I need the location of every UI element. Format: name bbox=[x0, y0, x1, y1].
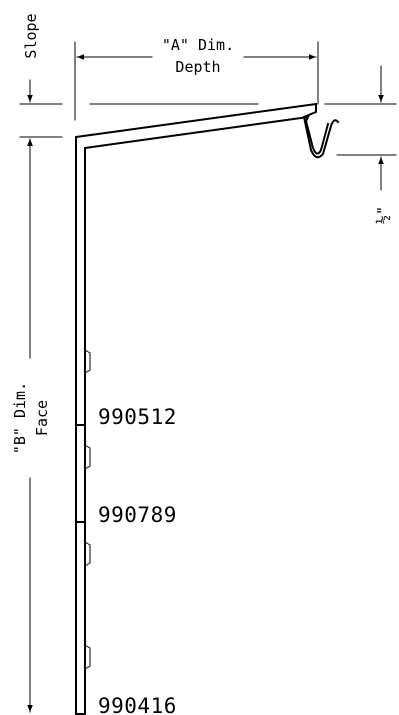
half-inch-label: ½" bbox=[374, 206, 392, 224]
profile-outer-line bbox=[75, 102, 340, 715]
part-numbers: 990512 990789 990416 bbox=[98, 405, 177, 715]
slope-dimension: Slope bbox=[22, 13, 40, 161]
b-dim-label: "B" Dim. bbox=[11, 382, 29, 454]
a-dim-label: "A" Dim. bbox=[162, 36, 234, 54]
profile-inner-line bbox=[84, 115, 330, 715]
fascia-profile bbox=[75, 102, 340, 715]
face-seams bbox=[75, 329, 91, 670]
b-dim-sublabel: Face bbox=[33, 400, 51, 436]
extension-lines bbox=[19, 41, 397, 156]
half-inch-dimension: ½" bbox=[374, 65, 392, 224]
a-dimension: "A" Dim. Depth bbox=[76, 36, 317, 76]
a-dim-sublabel: Depth bbox=[175, 58, 220, 76]
part-number: 990789 bbox=[98, 503, 177, 527]
part-number: 990512 bbox=[98, 405, 177, 429]
b-dimension: "B" Dim. Face bbox=[11, 138, 51, 713]
part-number: 990416 bbox=[98, 694, 177, 715]
slope-label: Slope bbox=[22, 13, 40, 58]
